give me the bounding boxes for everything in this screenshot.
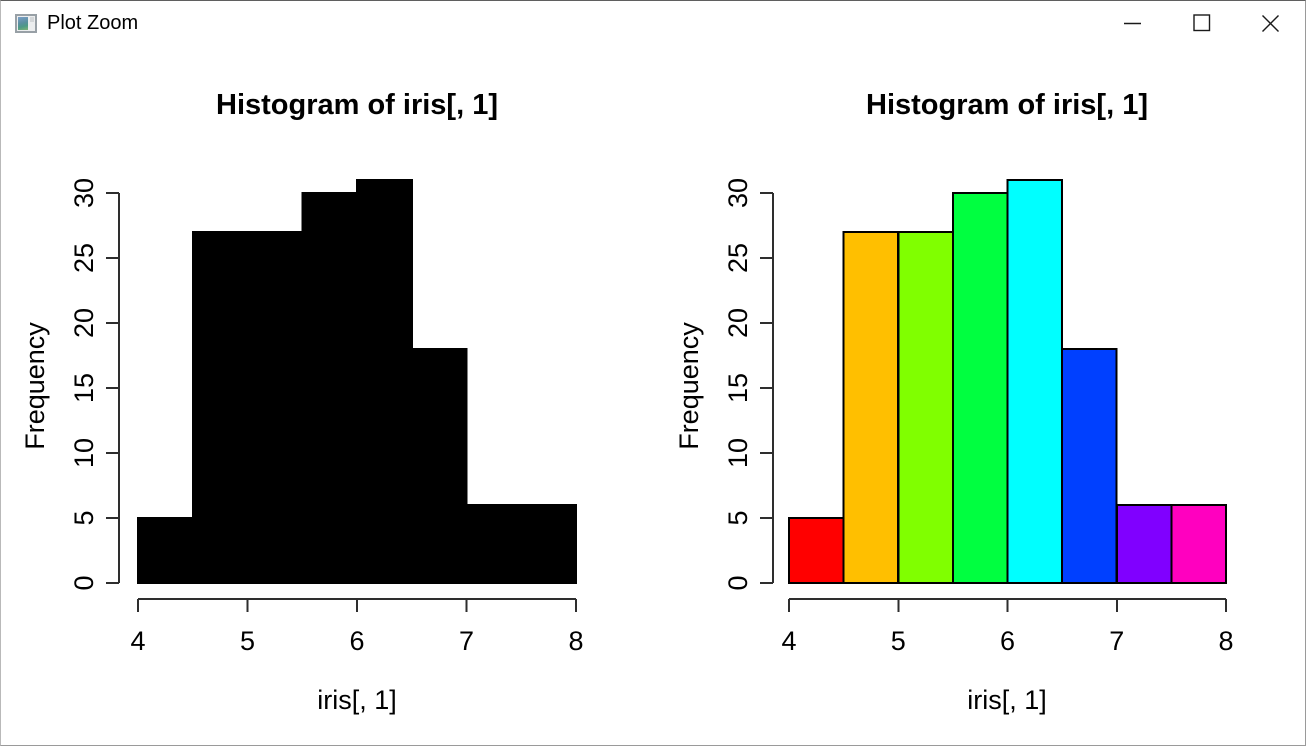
window-title: Plot Zoom bbox=[47, 11, 139, 34]
y-tick-label: 5 bbox=[723, 510, 753, 525]
titlebar: Plot Zoom bbox=[1, 1, 1305, 45]
window-controls bbox=[1098, 1, 1305, 45]
maximize-button[interactable] bbox=[1167, 1, 1236, 45]
y-tick-label: 25 bbox=[723, 243, 753, 273]
y-tick-label: 25 bbox=[69, 243, 99, 273]
histogram-bar bbox=[1115, 504, 1173, 584]
histogram-bar bbox=[356, 179, 413, 584]
x-tick-label: 7 bbox=[1109, 626, 1124, 656]
histogram-left: 4 5 6 7 8 0 5 10 15 20 25 30 Histogram of iris[, 1] i… bbox=[20, 89, 584, 715]
y-tick-label: 0 bbox=[69, 575, 99, 590]
y-tick-label: 30 bbox=[723, 178, 753, 208]
x-tick-label: 4 bbox=[130, 626, 145, 656]
plot-thumbnail-icon bbox=[15, 13, 37, 33]
x-tick-label: 8 bbox=[568, 626, 583, 656]
x-tick-label: 6 bbox=[349, 626, 364, 656]
y-axis-label: Frequency bbox=[20, 322, 50, 450]
y-tick-label: 15 bbox=[69, 373, 99, 403]
y-tick-label: 5 bbox=[69, 510, 99, 525]
y-tick-label: 10 bbox=[69, 438, 99, 468]
histogram-bar bbox=[410, 348, 468, 584]
histogram-bar bbox=[520, 504, 578, 584]
histogram-bar bbox=[788, 517, 845, 584]
y-axis-label: Frequency bbox=[674, 322, 704, 450]
chart-title: Histogram of iris[, 1] bbox=[866, 89, 1148, 121]
chart-title: Histogram of iris[, 1] bbox=[216, 89, 498, 121]
x-axis-label: iris[, 1] bbox=[317, 685, 397, 715]
histogram-bar bbox=[1170, 504, 1228, 584]
histogram-bar bbox=[191, 231, 249, 584]
minimize-icon bbox=[1124, 22, 1141, 24]
y-tick-label: 15 bbox=[723, 373, 753, 403]
histogram-bar bbox=[1006, 179, 1064, 584]
histogram-bar bbox=[246, 231, 304, 584]
y-tick-label: 0 bbox=[723, 575, 753, 590]
histogram-bar bbox=[465, 504, 523, 584]
close-icon bbox=[1262, 14, 1279, 32]
x-tick-label: 6 bbox=[1000, 626, 1015, 656]
close-button[interactable] bbox=[1236, 1, 1305, 45]
histogram-bar bbox=[1061, 348, 1118, 584]
x-tick-label: 7 bbox=[459, 626, 474, 656]
y-tick-label: 10 bbox=[723, 438, 753, 468]
histogram-bar bbox=[301, 192, 359, 584]
x-tick-label: 5 bbox=[240, 626, 255, 656]
x-tick-label: 5 bbox=[891, 626, 906, 656]
y-tick-label: 20 bbox=[69, 308, 99, 338]
x-axis-label: iris[, 1] bbox=[967, 685, 1047, 715]
x-tick-label: 4 bbox=[781, 626, 796, 656]
maximize-icon bbox=[1192, 14, 1210, 32]
histogram-bar bbox=[137, 517, 194, 584]
minimize-button[interactable] bbox=[1098, 1, 1167, 45]
x-tick-label: 8 bbox=[1218, 626, 1233, 656]
histogram-right: 4 5 6 7 8 0 5 10 15 20 25 30 Histogram of iris[, 1] i… bbox=[674, 89, 1234, 715]
y-tick-label: 20 bbox=[723, 308, 753, 338]
histogram-bar bbox=[842, 231, 900, 584]
histogram-bar bbox=[897, 231, 954, 584]
y-tick-label: 30 bbox=[69, 178, 99, 208]
histogram-bar bbox=[951, 192, 1009, 584]
